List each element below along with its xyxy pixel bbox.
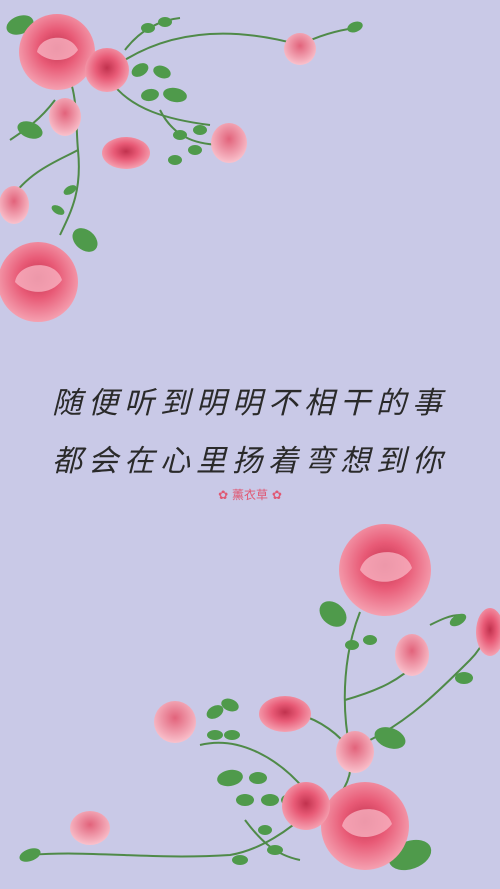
bottom-roses (70, 524, 500, 870)
quote-line-1: 随便听到明明不相干的事 (52, 386, 448, 421)
signature-text: 薰衣草 (231, 488, 268, 502)
quote-line-2: 都会在心里扬着弯想到你 (52, 444, 448, 479)
flower-icon: ✿ (218, 488, 229, 502)
signature: ✿ 薰衣草 ✿ (0, 486, 500, 503)
top-left-roses (0, 14, 316, 322)
top-left-leaves (6, 15, 363, 252)
flower-icon: ✿ (271, 488, 282, 502)
